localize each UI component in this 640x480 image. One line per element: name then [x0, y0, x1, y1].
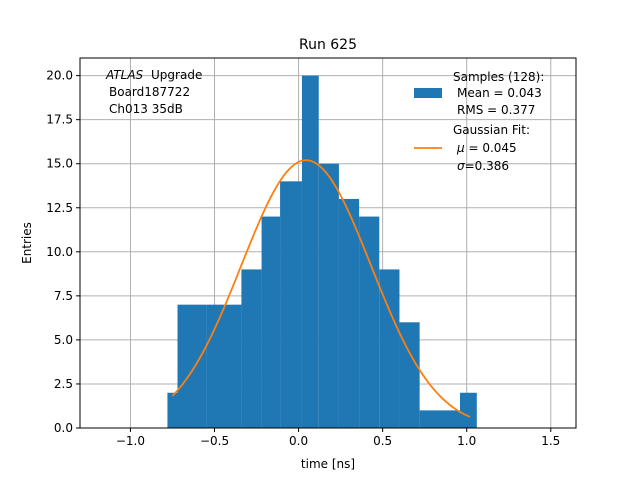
x-tick-label: 0.5: [373, 434, 392, 448]
y-axis-label: Entries: [20, 222, 34, 264]
legend-samples-rms: RMS = 0.377: [457, 103, 535, 117]
x-tick-label: −0.5: [200, 434, 229, 448]
legend-sigma-value: =0.386: [465, 159, 509, 173]
annotation-line-1: ATLAS Upgrade: [105, 68, 202, 82]
legend-samples-title: Samples (128):: [453, 70, 544, 84]
legend-fit-sigma: σ=0.386: [457, 159, 509, 173]
y-tick-label: 17.5: [46, 113, 73, 127]
histogram-bar: [419, 410, 460, 428]
x-axis-ticks: −1.0 −0.5 0.0 0.5 1.0 1.5: [116, 428, 560, 448]
histogram-bar: [241, 269, 262, 428]
y-tick-label: 2.5: [54, 377, 73, 391]
y-axis-ticks: 0.0 2.5 5.0 7.5 10.0 12.5 15.0 17.5 20.0: [46, 69, 80, 435]
histogram-bar: [399, 322, 420, 428]
gaussian-fit-line: [171, 159, 471, 418]
y-tick-label: 15.0: [46, 157, 73, 171]
x-tick-label: 1.0: [457, 434, 476, 448]
annotation-atlas: ATLAS: [105, 68, 144, 82]
legend-fit-mu: μ = 0.045: [456, 141, 517, 155]
y-tick-label: 12.5: [46, 201, 73, 215]
x-tick-label: 0.0: [289, 434, 308, 448]
histogram-bar: [206, 304, 242, 428]
y-tick-label: 5.0: [54, 333, 73, 347]
histogram-bar: [167, 392, 178, 428]
x-axis-label: time [ns]: [301, 457, 355, 471]
plot-frame: [79, 57, 577, 429]
y-tick-label: 20.0: [46, 69, 73, 83]
histogram-bar: [359, 216, 380, 428]
histogram-bar: [261, 216, 281, 428]
legend-fit-title: Gaussian Fit:: [453, 123, 530, 137]
annotation-channel: Ch013 35dB: [109, 102, 183, 116]
legend-samples-mean: Mean = 0.043: [457, 86, 542, 100]
y-tick-label: 7.5: [54, 289, 73, 303]
legend-mu-value: = 0.045: [465, 141, 517, 155]
histogram-bar: [459, 392, 477, 428]
histogram-bar: [301, 75, 319, 428]
annotation-board: Board187722: [109, 85, 190, 99]
histogram-bar: [318, 163, 339, 428]
histogram-bars: [167, 75, 477, 428]
histogram-bar: [338, 198, 360, 428]
legend-samples-swatch: [414, 88, 442, 98]
y-tick-label: 0.0: [54, 421, 73, 435]
histogram-bar: [177, 304, 207, 428]
histogram-bar: [280, 181, 302, 428]
y-tick-label: 10.0: [46, 245, 73, 259]
info-annotation: ATLAS Upgrade Board187722 Ch013 35dB: [105, 68, 202, 116]
x-tick-label: −1.0: [116, 434, 145, 448]
x-tick-label: 1.5: [541, 434, 560, 448]
chart-title: Run 625: [299, 37, 357, 53]
legend: Samples (128): Mean = 0.043 RMS = 0.377 …: [414, 70, 544, 173]
annotation-upgrade: Upgrade: [151, 68, 202, 82]
legend-mu-symbol: μ: [456, 141, 465, 155]
legend-sigma-symbol: σ: [457, 159, 465, 173]
histogram-bar: [379, 269, 400, 428]
